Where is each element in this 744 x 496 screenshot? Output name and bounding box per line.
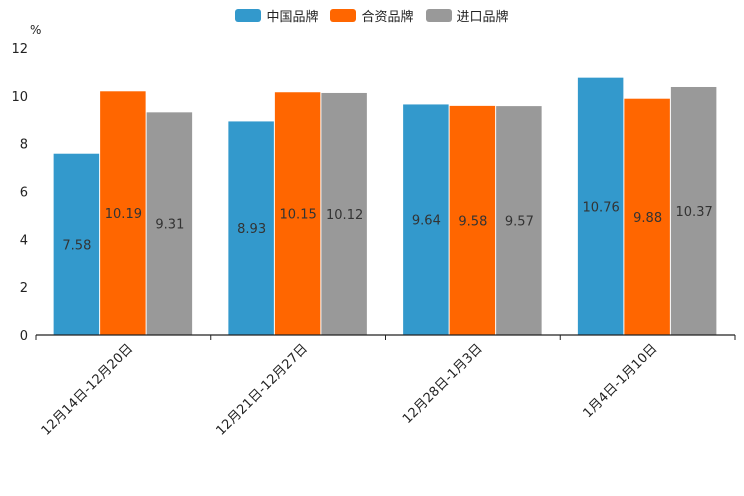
data-label: 10.76 <box>583 200 620 215</box>
bar[interactable] <box>670 86 717 336</box>
x-tick-label: 12月21日-12月27日 <box>213 341 310 438</box>
data-label: 8.93 <box>237 222 266 237</box>
y-tick-label: 0 <box>20 329 28 344</box>
bar[interactable] <box>228 121 274 335</box>
bar[interactable] <box>274 92 321 335</box>
legend-item-china[interactable]: 中国品牌 <box>235 6 318 25</box>
data-label: 10.12 <box>326 208 363 223</box>
bar[interactable] <box>449 105 496 336</box>
x-tick-label: 1月4日-1月10日 <box>581 341 661 421</box>
data-label: 10.19 <box>105 207 142 222</box>
x-tick-label: 12月28日-1月3日 <box>400 341 486 427</box>
bar[interactable] <box>403 104 449 336</box>
data-label: 9.57 <box>505 215 534 230</box>
y-tick-label: 6 <box>20 186 28 201</box>
data-label: 9.64 <box>412 214 441 229</box>
data-label: 10.15 <box>280 208 317 223</box>
bar[interactable] <box>496 106 542 336</box>
legend-label-china: 中国品牌 <box>266 10 319 25</box>
data-label: 9.88 <box>633 211 662 226</box>
legend-swatch-china <box>235 9 262 22</box>
legend-item-jv[interactable]: 合资品牌 <box>330 6 414 25</box>
legend-label-import: 进口品牌 <box>456 10 509 25</box>
y-axis-unit-label: % <box>30 23 41 37</box>
bar[interactable] <box>321 92 367 335</box>
y-tick-label: 2 <box>20 281 28 296</box>
legend: 中国品牌 合资品牌 进口品牌 <box>0 6 744 25</box>
y-tick-label: 8 <box>20 138 28 153</box>
bar[interactable] <box>146 112 193 335</box>
legend-swatch-jv <box>330 9 357 22</box>
bar[interactable] <box>577 77 624 335</box>
bar[interactable] <box>100 91 146 335</box>
y-tick-label: 4 <box>20 233 28 248</box>
bar[interactable] <box>53 153 100 335</box>
bar[interactable] <box>624 98 670 335</box>
data-label: 10.37 <box>676 205 713 220</box>
data-label: 9.31 <box>155 218 184 233</box>
y-tick-label: 12 <box>11 42 28 57</box>
legend-swatch-import <box>425 9 452 22</box>
y-tick-label: 10 <box>11 90 28 105</box>
legend-item-import[interactable]: 进口品牌 <box>425 6 509 25</box>
x-tick-label: 12月14日-12月20日 <box>39 341 136 438</box>
legend-label-jv: 合资品牌 <box>361 10 414 25</box>
data-label: 7.58 <box>62 238 91 253</box>
data-label: 9.58 <box>458 214 487 229</box>
